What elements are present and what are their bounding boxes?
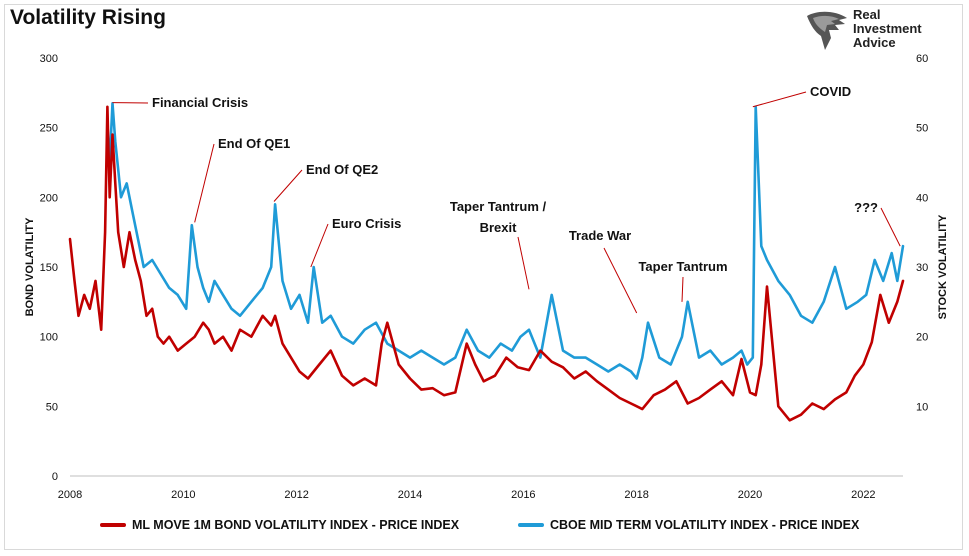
legend-item-stock: CBOE MID TERM VOLATILITY INDEX - PRICE I…	[518, 518, 859, 532]
brand-logo: Real Investment Advice	[805, 8, 945, 52]
annotation-leader	[880, 207, 901, 247]
y-tick-label: 50	[46, 401, 58, 413]
axes: 2008 2010 2012 2014 2016 2018 2020 202205010015…	[24, 53, 949, 501]
y-tick-label: 200	[40, 192, 58, 204]
legend-label-stock: CBOE MID TERM VOLATILITY INDEX - PRICE I…	[550, 518, 860, 532]
eagle-icon	[807, 11, 847, 51]
y2-tick-label: 60	[916, 53, 928, 65]
x-tick-label: 2016	[511, 489, 535, 501]
annotation-label: ???	[854, 200, 878, 215]
y2-tick-label: 20	[916, 332, 928, 344]
annotation-leader	[273, 169, 303, 202]
annotation-label: Financial Crisis	[152, 95, 248, 110]
stock-volatility-line	[108, 102, 905, 380]
brand-line-2: Investment	[853, 21, 922, 36]
legend-swatch-bond	[100, 523, 126, 527]
brand-line-3: Advice	[853, 35, 896, 50]
annotation-label: End Of QE2	[306, 162, 378, 177]
x-tick-label: 2010	[171, 489, 195, 501]
legend-item-bond: ML MOVE 1M BOND VOLATILITY INDEX - PRICE…	[100, 518, 459, 532]
annotation-label: Taper Tantrum	[638, 259, 727, 274]
legend: ML MOVE 1M BOND VOLATILITY INDEX - PRICE…	[0, 518, 969, 538]
y2-tick-label: 10	[916, 401, 928, 413]
y2-tick-label: 30	[916, 262, 928, 274]
x-tick-label: 2020	[738, 489, 762, 501]
annotation-leader	[310, 223, 329, 268]
annotation-label: COVID	[810, 84, 851, 99]
y-tick-label: 300	[40, 53, 58, 65]
x-tick-label: 2014	[398, 489, 422, 501]
x-tick-label: 2008	[58, 489, 82, 501]
y-tick-label: 150	[40, 262, 58, 274]
bond-volatility-line	[68, 105, 905, 422]
annotation-layer: Financial Crisis End Of QE1 End Of QE2 Euro…	[112, 84, 901, 314]
y-tick-label: 0	[52, 471, 58, 483]
annotation-leader	[517, 236, 530, 290]
y-tick-label: 250	[40, 123, 58, 135]
brand-name: Real Investment Advice	[853, 8, 922, 50]
series-layer	[68, 102, 905, 422]
chart-title: Volatility Rising	[10, 6, 166, 29]
x-tick-label: 2022	[851, 489, 875, 501]
y2-tick-label: 50	[916, 123, 928, 135]
x-tick-label: 2012	[284, 489, 308, 501]
y-tick-label: 100	[40, 332, 58, 344]
legend-swatch-stock	[518, 523, 544, 527]
annotation-label: Taper Tantrum / Brexit	[450, 199, 547, 235]
annotation-leader	[194, 143, 215, 223]
annotation-label: Trade War	[569, 228, 631, 243]
brand-line-1: Real	[853, 7, 881, 22]
annotation-label: End Of QE1	[218, 136, 290, 151]
annotation-label: Euro Crisis	[332, 216, 401, 231]
y2-tick-label: 40	[916, 192, 928, 204]
annotation-leader	[603, 247, 638, 314]
legend-label-bond: ML MOVE 1M BOND VOLATILITY INDEX - PRICE…	[132, 518, 460, 532]
annotation-leader	[752, 91, 807, 108]
annotation-leader	[681, 276, 684, 302]
y-axis-label: BOND VOLATILITY	[24, 217, 36, 316]
y2-axis-label: STOCK VOLATILITY	[937, 214, 949, 319]
x-tick-label: 2018	[624, 489, 648, 501]
